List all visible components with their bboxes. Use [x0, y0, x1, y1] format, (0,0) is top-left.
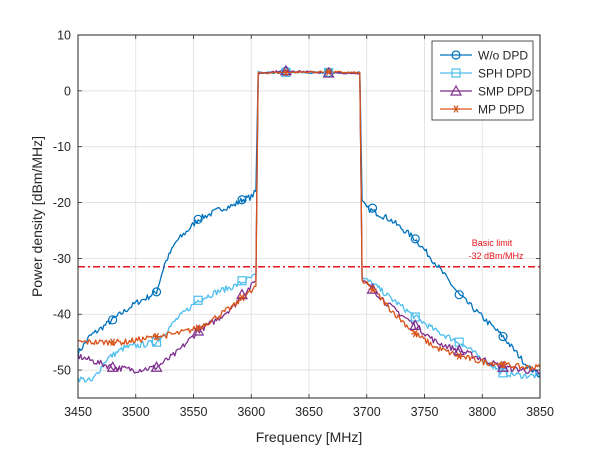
x-tick-label: 3650	[295, 405, 323, 419]
series-3-marker	[235, 288, 249, 300]
star-marker-stroke	[110, 338, 116, 346]
series-3-marker	[497, 361, 510, 372]
legend-entry: SPH DPD	[440, 67, 532, 81]
axis-ticks: 3450 3500 3550 3600 3650 3700 3750 3800 3850 10 0 -…	[53, 29, 554, 420]
series-3-marker	[322, 66, 335, 78]
y-tick-label: -40	[53, 308, 71, 322]
series-3-marker	[409, 319, 422, 330]
legend-label: W/o DPD	[478, 49, 528, 63]
x-tick-label: 3600	[237, 405, 265, 419]
star-marker-stroke	[453, 105, 459, 113]
y-axis-label: Power density [dBm/MHz]	[29, 136, 45, 297]
grid-lines	[77, 34, 541, 398]
y-tick-label: -50	[53, 364, 71, 378]
series-4-marker	[194, 324, 203, 332]
legend-marker-sample	[451, 50, 461, 60]
series-4-marker	[499, 360, 508, 369]
series-markers	[106, 64, 510, 378]
x-tick-label: 3550	[180, 405, 208, 419]
reference-line-value-label: -32 dBm/MHz	[468, 251, 524, 261]
series-4-marker	[324, 68, 333, 76]
series-3-marker	[279, 64, 292, 76]
series-1-marker	[108, 315, 118, 325]
star-marker-stroke	[412, 330, 418, 338]
series-3-marker	[192, 324, 205, 336]
y-tick-label: -10	[53, 140, 71, 154]
legend-entries: W/o DPD SPH DPD SMP DPD MP DPD	[440, 49, 533, 117]
legend-entry: W/o DPD	[440, 49, 528, 63]
legend-label: MP DPD	[478, 103, 525, 117]
legend-entry: SMP DPD	[440, 85, 533, 99]
star-marker-stroke	[239, 293, 245, 302]
star-marker-stroke	[154, 332, 160, 341]
star-marker-stroke	[283, 68, 289, 77]
series-1-marker	[237, 195, 247, 205]
series-2-marker	[498, 368, 508, 378]
legend: W/o DPD SPH DPD SMP DPD MP DPD	[431, 40, 534, 121]
x-tick-label: 3800	[468, 405, 496, 419]
x-tick-label: 3750	[411, 405, 439, 419]
series-3-marker	[106, 361, 119, 372]
x-tick-label: 3700	[353, 405, 381, 419]
series-1-marker	[410, 234, 420, 244]
x-axis-label: Frequency [MHz]	[256, 429, 363, 445]
series-4-marker	[455, 352, 464, 360]
series-4-marker	[368, 285, 377, 293]
series-1-marker	[454, 290, 464, 300]
star-marker-stroke	[370, 285, 376, 293]
series-4-marker	[238, 293, 247, 302]
x-tick-label: 3450	[64, 405, 92, 419]
series-2-marker	[193, 295, 203, 305]
y-tick-label: 10	[57, 29, 71, 43]
series-3-marker	[150, 361, 163, 372]
legend-label: SPH DPD	[478, 67, 532, 81]
series-1-marker	[193, 214, 203, 224]
star-marker-stroke	[456, 352, 462, 360]
series-4-marker	[152, 332, 161, 341]
series-1-marker	[151, 287, 162, 297]
series-1-marker	[498, 331, 508, 342]
star-marker-stroke	[195, 324, 201, 332]
series-4-marker	[411, 330, 420, 338]
legend-marker-sample	[451, 68, 461, 78]
y-tick-label: 0	[64, 84, 71, 98]
y-tick-label: -20	[53, 196, 71, 210]
star-marker-stroke	[500, 360, 506, 369]
series-4-marker	[108, 338, 117, 346]
series-4-marker	[281, 68, 290, 77]
reference-line-label: Basic limit	[472, 238, 513, 248]
y-tick-label: -30	[53, 252, 71, 266]
series-2-marker	[237, 276, 247, 286]
legend-marker-sample	[449, 84, 463, 96]
x-tick-label: 3500	[122, 405, 150, 419]
series-3-marker	[453, 344, 466, 356]
series-2-marker	[151, 337, 162, 347]
series-1-marker	[367, 203, 378, 213]
x-tick-label: 3850	[526, 405, 554, 419]
star-marker-stroke	[326, 68, 332, 76]
legend-entry: MP DPD	[440, 103, 525, 117]
legend-label: SMP DPD	[478, 85, 533, 99]
legend-marker-sample	[452, 105, 460, 113]
legend-box	[431, 40, 534, 121]
